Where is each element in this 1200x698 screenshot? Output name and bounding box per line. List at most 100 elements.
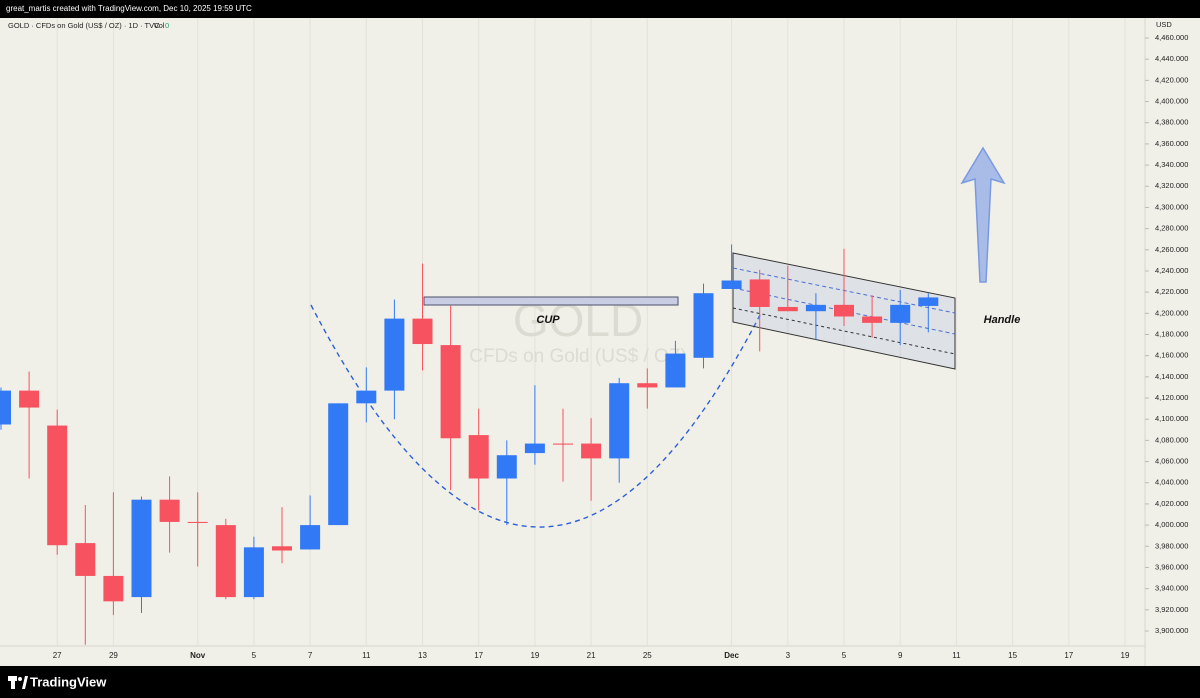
y-tick-label: 4,120.000 — [1155, 393, 1188, 402]
candle-body — [609, 383, 630, 459]
y-tick-label: 4,260.000 — [1155, 245, 1188, 254]
currency: USD — [1156, 20, 1172, 29]
x-tick-label: Dec — [724, 651, 739, 660]
cup-curve — [310, 304, 761, 528]
y-tick-label: 4,360.000 — [1155, 139, 1188, 148]
x-tick-label: 9 — [898, 651, 903, 660]
y-tick-label: 4,380.000 — [1155, 118, 1188, 127]
watermark-description: CFDs on Gold (US$ / OZ) — [469, 346, 687, 367]
y-tick-label: 4,000.000 — [1155, 520, 1188, 529]
brand-logo — [8, 676, 28, 689]
grid — [56, 18, 1126, 646]
y-tick-label: 4,200.000 — [1155, 308, 1188, 317]
y-tick-label: 4,140.000 — [1155, 372, 1188, 381]
x-tick-label: 27 — [53, 651, 62, 660]
candle-body — [131, 499, 152, 598]
candle-body — [890, 304, 911, 323]
candle-body — [0, 390, 11, 425]
y-tick-label: 4,240.000 — [1155, 266, 1188, 275]
x-tick-label: 3 — [786, 651, 791, 660]
x-tick-label: 19 — [1121, 651, 1130, 660]
candle-body — [356, 390, 377, 404]
candle-body — [496, 455, 517, 479]
candle-body — [328, 403, 349, 526]
candle-body — [805, 304, 826, 312]
candle-body — [440, 345, 461, 439]
candle-body — [412, 318, 433, 345]
chart-background — [0, 18, 1200, 666]
candle-body — [749, 279, 770, 307]
candle-body — [524, 443, 545, 454]
x-tick-label: 15 — [1008, 651, 1017, 660]
candle-body — [215, 525, 236, 598]
x-tick-label: 7 — [308, 651, 313, 660]
x-tick-label: 11 — [952, 651, 961, 660]
annotation: Handle — [984, 314, 1021, 326]
candle-body — [47, 425, 68, 546]
annotation: CUP — [536, 314, 560, 326]
y-tick-label: 4,020.000 — [1155, 499, 1188, 508]
resistance-zone — [423, 296, 679, 306]
candle-body — [468, 435, 489, 479]
y-tick-label: 3,960.000 — [1155, 562, 1188, 571]
candle-body — [777, 306, 798, 312]
y-tick-label: 4,460.000 — [1155, 33, 1188, 42]
candles — [0, 244, 939, 645]
candle-body — [187, 521, 208, 523]
y-tick-label: 3,940.000 — [1155, 584, 1188, 593]
candle-body — [384, 318, 405, 391]
y-tick-label: 4,160.000 — [1155, 351, 1188, 360]
x-tick-label: 17 — [1064, 651, 1073, 660]
y-tick-label: 3,900.000 — [1155, 626, 1188, 635]
candle-body — [581, 443, 602, 459]
y-tick-label: 4,420.000 — [1155, 75, 1188, 84]
candle-body — [103, 575, 124, 602]
x-tick-label: 25 — [643, 651, 652, 660]
brand: TradingView — [30, 674, 107, 689]
candle-body — [19, 390, 40, 408]
candle-body — [637, 383, 658, 388]
channel-midline — [732, 307, 956, 355]
breakout-arrow — [960, 146, 1006, 283]
candle-body — [721, 280, 742, 289]
credit: great_martis created with TradingView.co… — [6, 4, 252, 13]
y-tick-label: 4,060.000 — [1155, 457, 1188, 466]
y-tick-label: 3,920.000 — [1155, 605, 1188, 614]
y-tick-label: 4,040.000 — [1155, 478, 1188, 487]
y-tick-label: 4,100.000 — [1155, 414, 1188, 423]
candle-body — [862, 316, 883, 323]
candle-body — [918, 297, 939, 306]
candle-body — [75, 543, 96, 576]
x-tick-label: 21 — [587, 651, 596, 660]
y-tick-label: 4,340.000 — [1155, 160, 1188, 169]
x-tick-label: 13 — [418, 651, 427, 660]
x-tick-label: Nov — [190, 651, 206, 660]
y-tick-label: 4,280.000 — [1155, 224, 1188, 233]
x-tick-label: 5 — [842, 651, 847, 660]
y-tick-label: 4,220.000 — [1155, 287, 1188, 296]
y-tick-label: 4,400.000 — [1155, 97, 1188, 106]
y-tick-label: 4,300.000 — [1155, 202, 1188, 211]
candle-body — [665, 353, 686, 388]
candle-body — [834, 304, 854, 317]
x-tick-label: 5 — [252, 651, 257, 660]
candle-body — [272, 546, 292, 551]
x-tick-label: 29 — [109, 651, 118, 660]
indicator-value: 0 — [165, 21, 169, 30]
x-tick-label: 11 — [362, 651, 371, 660]
candle-body — [159, 499, 180, 522]
y-tick-label: 4,320.000 — [1155, 181, 1188, 190]
candle-body — [693, 293, 714, 358]
candle-body — [300, 525, 321, 550]
candle-body — [243, 547, 264, 598]
indicator: Vol — [154, 21, 165, 30]
x-tick-label: 19 — [530, 651, 539, 660]
candle-body — [553, 443, 573, 445]
y-tick-label: 4,180.000 — [1155, 329, 1188, 338]
x-tick-label: 17 — [474, 651, 483, 660]
y-tick-label: 3,980.000 — [1155, 541, 1188, 550]
legend: GOLD · CFDs on Gold (US$ / OZ) · 1D · TV… — [8, 21, 160, 30]
y-tick-label: 4,440.000 — [1155, 54, 1188, 63]
